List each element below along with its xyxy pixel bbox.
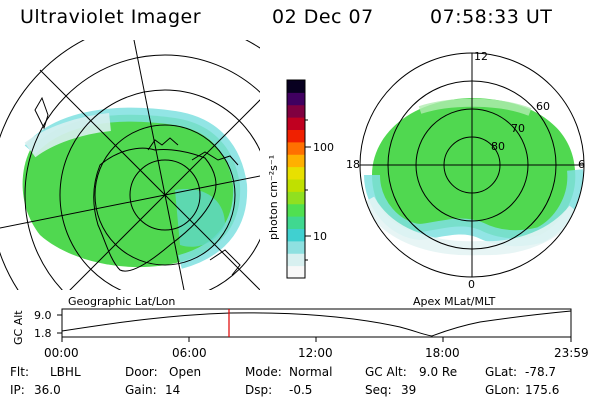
time-tick-0000: 00:00 <box>44 346 79 360</box>
mlt-grid-right <box>360 53 584 277</box>
geographic-map <box>0 40 260 290</box>
coastline-antarctica <box>93 147 217 272</box>
colorbar-segment <box>287 253 305 267</box>
time-tick-1800: 18:00 <box>425 346 460 360</box>
colorbar-segment <box>287 166 305 180</box>
left-panel-caption: Geographic Lat/Lon <box>68 295 175 308</box>
title-date: 02 Dec 07 <box>272 6 374 28</box>
mlt-label-12: 12 <box>474 50 488 63</box>
colorbar-segment <box>287 203 305 217</box>
colorbar-segment <box>287 216 305 229</box>
mlat-label-60: 60 <box>536 100 550 113</box>
title-instrument: Ultraviolet Imager <box>20 6 202 28</box>
colorbar-segment <box>287 92 305 106</box>
mlat-label-70: 70 <box>511 122 525 135</box>
altitude-curve <box>61 310 572 337</box>
info-door: Door: Open <box>125 365 202 379</box>
info-gain: Gain: 14 <box>125 383 181 397</box>
colorbar-segment <box>287 117 305 130</box>
colorbar-segment <box>287 104 305 118</box>
time-tick-1200: 12:00 <box>298 346 333 360</box>
orbit-altitude-plot: 9.0 1.8 GC Alt 00:00 06:00 12:00 18:00 2… <box>12 308 589 360</box>
colorbar-tick-10: 10 <box>313 230 327 243</box>
magnetic-map: 12 6 0 18 60 70 80 <box>346 50 585 291</box>
gc-alt-tick-9: 9.0 <box>34 309 52 322</box>
gc-alt-tick-1-8: 1.8 <box>34 327 52 340</box>
info-glon: GLon: 175.6 <box>485 383 560 397</box>
colorbar-segment <box>287 154 305 168</box>
right-panel-caption: Apex MLat/MLT <box>413 295 496 308</box>
aurora-emission-right <box>372 98 576 239</box>
colorbar: 100 10 photon cm⁻²s⁻¹ <box>267 79 334 279</box>
info-flt: Flt: LBHL <box>10 365 81 379</box>
info-seq: Seq: 39 <box>365 383 417 397</box>
info-mode: Mode: Normal <box>245 365 333 379</box>
info-ip: IP: 36.0 <box>10 383 61 397</box>
colorbar-tick-100: 100 <box>313 141 334 154</box>
info-dsp: Dsp: -0.5 <box>245 383 313 397</box>
colorbar-segment <box>287 240 305 254</box>
time-tick-0600: 06:00 <box>172 346 207 360</box>
mlt-label-6: 6 <box>578 158 585 171</box>
colorbar-segment <box>287 179 305 192</box>
info-gc-alt: GC Alt: 9.0 Re <box>365 365 458 379</box>
mlat-label-80: 80 <box>491 140 505 153</box>
info-glat: GLat: -78.7 <box>485 365 557 379</box>
colorbar-segment <box>287 80 305 93</box>
colorbar-segment <box>287 228 305 242</box>
mlt-label-18: 18 <box>346 158 360 171</box>
gc-alt-axis-label: GC Alt <box>12 310 25 345</box>
colorbar-segment <box>287 191 305 205</box>
colorbar-segment <box>287 129 305 143</box>
colorbar-unit-label: photon cm⁻²s⁻¹ <box>267 155 280 240</box>
colorbar-segment <box>287 141 305 155</box>
colorbar-segment <box>287 265 305 279</box>
longitude-grid-left <box>0 40 260 290</box>
latitude-grid-left <box>0 40 260 290</box>
time-tick-2359: 23:59 <box>554 346 589 360</box>
mlt-label-0: 0 <box>468 278 475 291</box>
title-time: 07:58:33 UT <box>430 6 553 28</box>
